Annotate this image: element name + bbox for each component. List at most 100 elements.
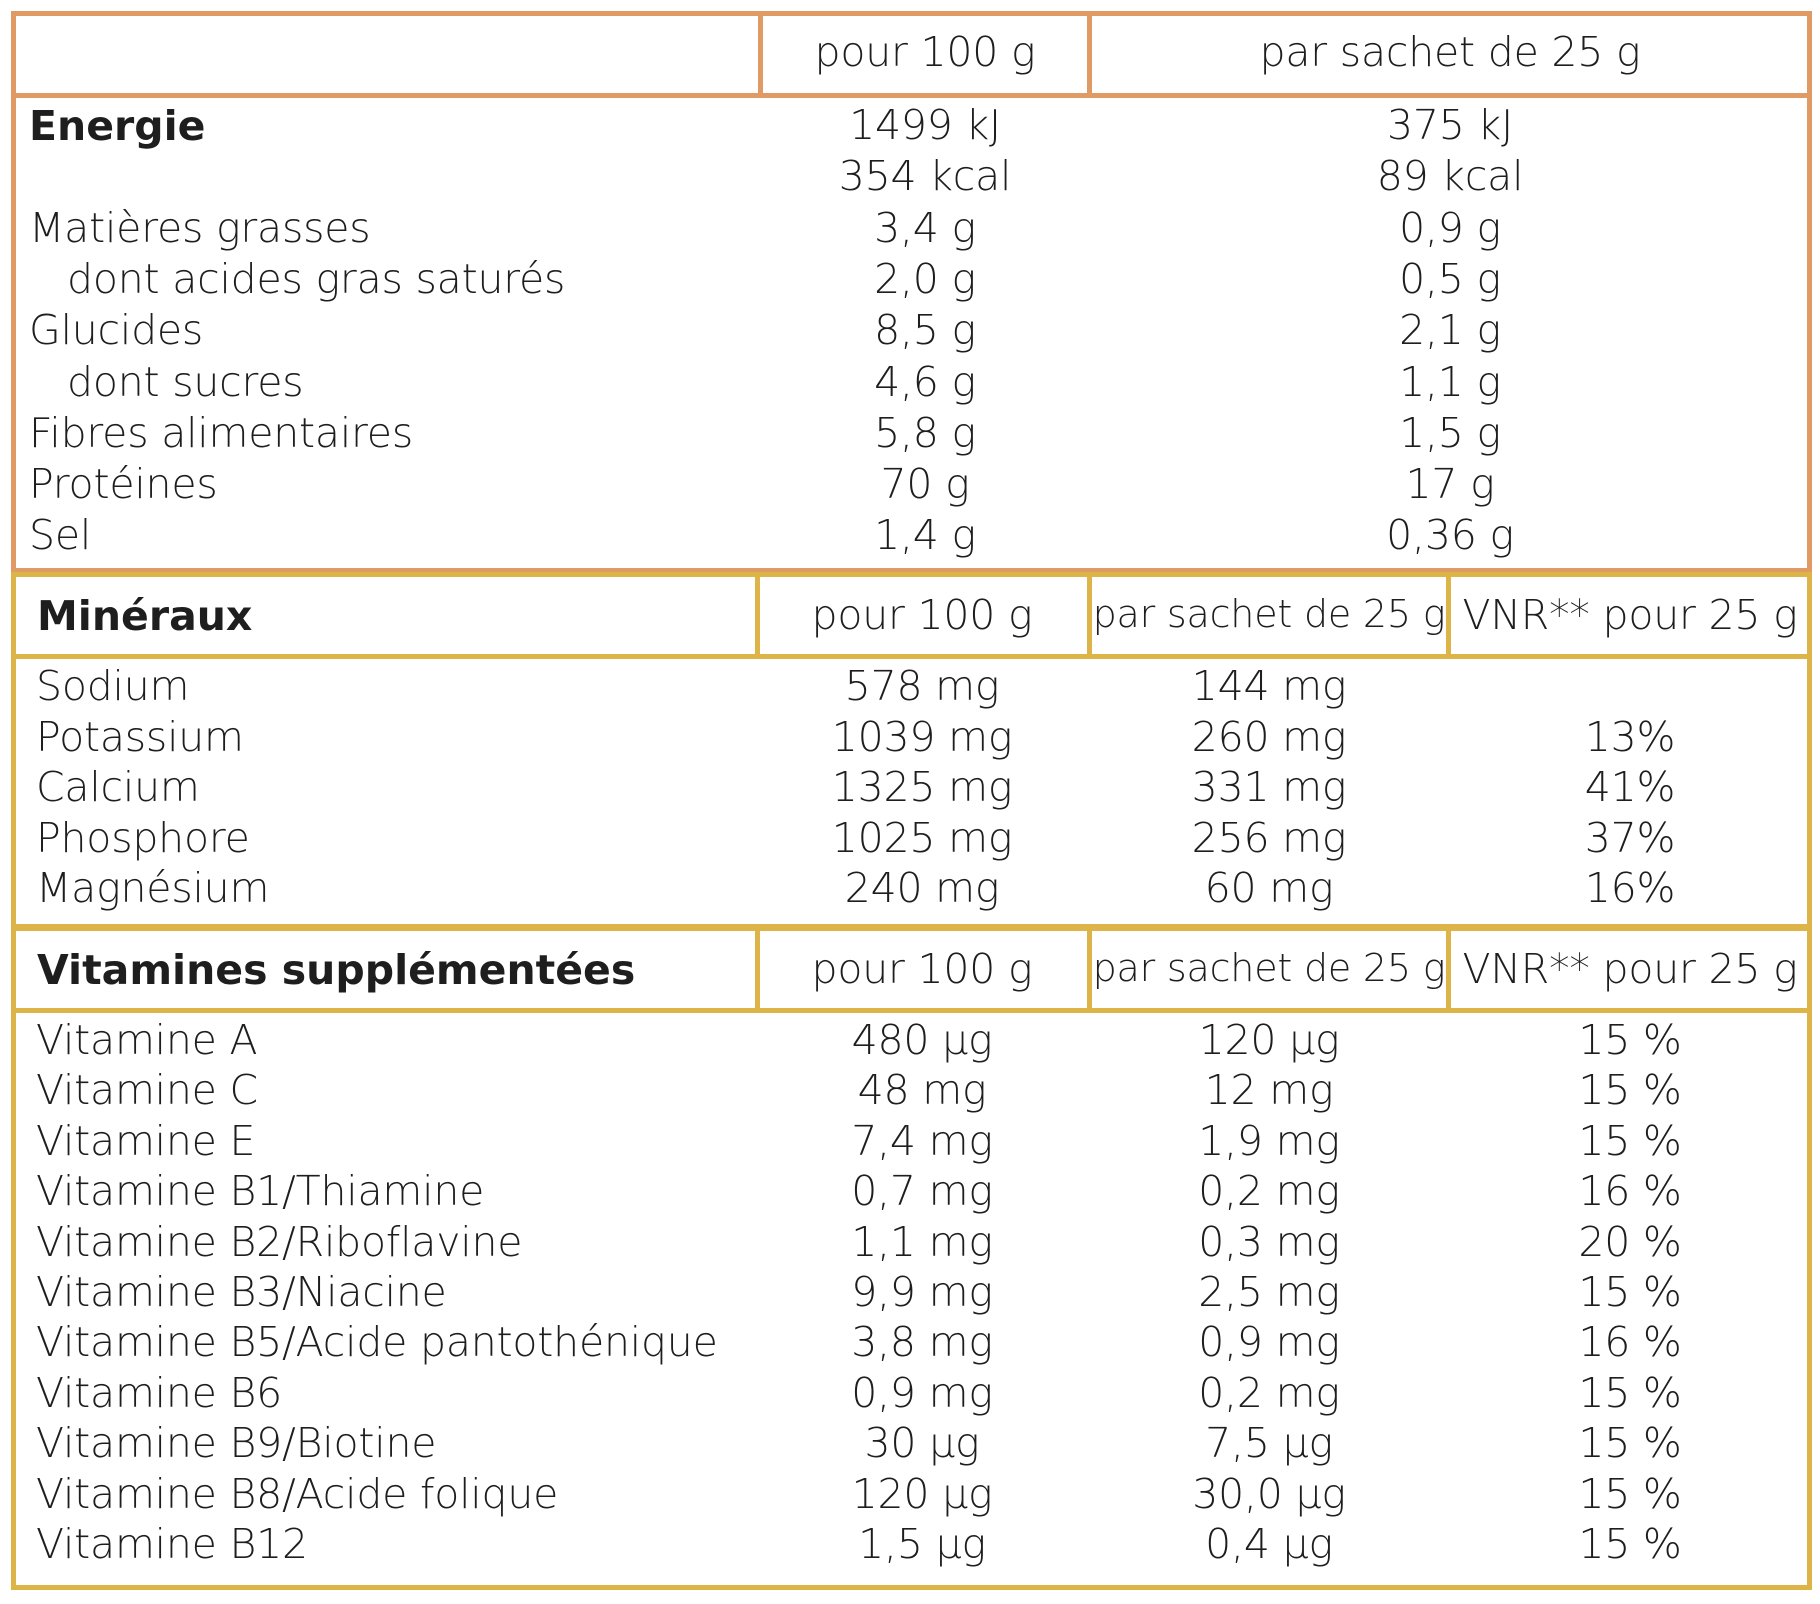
vitamins-row-per-sachet: 30,0 µg — [1192, 1470, 1346, 1518]
vitamins-row-vnr: 15 % — [1578, 1419, 1682, 1467]
vitamins-row-per-100g: 9,9 mg — [851, 1268, 993, 1316]
vitamins-row-label: Vitamine B5/Acide pantothénique — [36, 1318, 718, 1366]
nutrition-header-divider-2 — [1087, 11, 1092, 95]
nutrition-header-bottom-border — [11, 93, 1812, 98]
vitamins-row-per-sachet: 0,4 µg — [1205, 1520, 1333, 1568]
vitamins-row-label: Vitamine A — [36, 1016, 258, 1064]
minerals-row-vnr: 41% — [1584, 763, 1676, 811]
vitamins-header-bottom-border — [11, 1008, 1812, 1013]
vitamins-row-per-100g: 1,5 µg — [858, 1520, 986, 1568]
minerals-row-per-sachet: 60 mg — [1204, 864, 1334, 912]
vitamins-row-per-sachet: 0,9 mg — [1198, 1318, 1340, 1366]
vitamins-row-per-100g: 48 mg — [857, 1066, 987, 1114]
nutrition-row-label: dont acides gras saturés — [67, 255, 566, 303]
vitamins-row-per-sachet: 2,5 mg — [1198, 1268, 1340, 1316]
vitamins-row-per-sachet: 7,5 µg — [1205, 1419, 1333, 1467]
minerals-header-divider-1 — [755, 572, 760, 656]
nutrition-row-per-100g: 1,4 g — [874, 511, 976, 559]
vitamins-row-label: Vitamine B12 — [36, 1520, 308, 1568]
vitamins-header-divider-1 — [755, 926, 760, 1010]
vitamins-row-per-sachet: 0,2 mg — [1198, 1369, 1340, 1417]
nutrition-row-per-sachet: 375 kJ — [1387, 101, 1513, 149]
vitamins-row-per-sachet: 12 mg — [1204, 1066, 1334, 1114]
vitamins-row-vnr: 15 % — [1578, 1016, 1682, 1064]
minerals-row-label: Potassium — [36, 713, 244, 761]
nutrition-row-per-100g: 8,5 g — [874, 306, 976, 354]
vitamins-row-vnr: 15 % — [1578, 1470, 1682, 1518]
vitamins-row-per-sachet: 0,3 mg — [1198, 1218, 1340, 1266]
minerals-header-bottom-border — [11, 654, 1812, 659]
nutrition-table — [11, 11, 1812, 573]
nutrition-row-per-sachet: 2,1 g — [1399, 306, 1501, 354]
minerals-row-per-100g: 1325 mg — [831, 763, 1013, 811]
minerals-row-vnr: 13% — [1584, 713, 1676, 761]
vitamins-row-per-100g: 7,4 mg — [851, 1117, 993, 1165]
nutrition-row-label: Sel — [29, 511, 92, 559]
vitamins-row-per-sachet: 120 µg — [1198, 1016, 1340, 1064]
nutrition-row-per-100g: 5,8 g — [874, 409, 976, 457]
minerals-row-per-100g: 578 mg — [844, 662, 1000, 710]
nutrition-row-per-sachet: 1,1 g — [1399, 358, 1501, 406]
vitamins-row-label: Vitamine B2/Riboflavine — [36, 1218, 523, 1266]
vitamins-header-per-sachet: par sachet de 25 g — [1092, 946, 1446, 990]
minerals-title: Minéraux — [37, 592, 253, 640]
minerals-row-vnr: 16% — [1584, 864, 1676, 912]
vitamins-row-label: Vitamine B8/Acide folique — [36, 1470, 559, 1518]
nutrition-header-per-100g: pour 100 g — [814, 28, 1036, 76]
nutrition-row-per-sachet: 89 kcal — [1376, 152, 1524, 200]
vitamins-table — [11, 926, 1812, 1590]
vitamins-row-label: Vitamine B6 — [36, 1369, 283, 1417]
vitamins-row-per-100g: 3,8 mg — [851, 1318, 993, 1366]
nutrition-header-divider-1 — [758, 11, 763, 95]
minerals-header-per-sachet: par sachet de 25 g — [1092, 592, 1446, 636]
nutrition-row-per-100g: 70 g — [880, 460, 970, 508]
vitamins-row-vnr: 15 % — [1578, 1066, 1682, 1114]
minerals-row-per-100g: 1025 mg — [831, 814, 1013, 862]
vitamins-row-per-100g: 0,7 mg — [851, 1167, 993, 1215]
vitamins-header-vnr: VNR** pour 25 g — [1462, 945, 1798, 993]
minerals-row-per-sachet: 260 mg — [1191, 713, 1347, 761]
vitamins-row-vnr: 15 % — [1578, 1268, 1682, 1316]
vitamins-row-per-100g: 30 µg — [864, 1419, 980, 1467]
nutrition-row-label: Glucides — [29, 306, 204, 354]
nutrition-row-per-100g: 3,4 g — [874, 204, 976, 252]
minerals-row-label: Sodium — [36, 662, 190, 710]
vitamins-row-per-sachet: 0,2 mg — [1198, 1167, 1340, 1215]
vitamins-header-divider-2 — [1087, 926, 1092, 1010]
vitamins-row-label: Vitamine E — [36, 1117, 256, 1165]
minerals-row-label: Calcium — [36, 763, 200, 811]
minerals-header-vnr: VNR** pour 25 g — [1462, 591, 1798, 639]
minerals-row-label: Magnésium — [36, 864, 270, 912]
vitamins-row-per-100g: 120 µg — [851, 1470, 993, 1518]
nutrition-row-per-100g: 2,0 g — [874, 255, 976, 303]
nutrition-row-per-sachet: 1,5 g — [1399, 409, 1501, 457]
vitamins-header-per-100g: pour 100 g — [811, 945, 1033, 993]
minerals-row-per-sachet: 256 mg — [1191, 814, 1347, 862]
vitamins-row-vnr: 15 % — [1578, 1369, 1682, 1417]
nutrition-row-label: Protéines — [29, 460, 218, 508]
minerals-row-per-sachet: 144 mg — [1191, 662, 1347, 710]
vitamins-row-per-100g: 1,1 mg — [851, 1218, 993, 1266]
nutrition-row-label: dont sucres — [67, 358, 304, 406]
vitamins-row-vnr: 16 % — [1578, 1167, 1682, 1215]
vitamins-row-per-sachet: 1,9 mg — [1198, 1117, 1340, 1165]
vitamins-row-label: Vitamine B9/Biotine — [36, 1419, 437, 1467]
nutrition-row-per-sachet: 0,36 g — [1386, 511, 1514, 559]
nutrition-row-per-sachet: 0,5 g — [1399, 255, 1501, 303]
nutrition-row-per-100g: 354 kcal — [838, 152, 1012, 200]
nutrition-row-label: Energie — [29, 102, 206, 150]
vitamins-row-per-100g: 480 µg — [851, 1016, 993, 1064]
nutrition-row-per-100g: 4,6 g — [874, 358, 976, 406]
minerals-row-per-100g: 240 mg — [844, 864, 1000, 912]
minerals-row-per-100g: 1039 mg — [831, 713, 1013, 761]
vitamins-row-label: Vitamine B1/Thiamine — [36, 1167, 485, 1215]
minerals-header-divider-2 — [1087, 572, 1092, 656]
minerals-row-per-sachet: 331 mg — [1191, 763, 1347, 811]
vitamins-row-label: Vitamine C — [36, 1066, 258, 1114]
nutrition-row-label: Matières grasses — [29, 204, 371, 252]
nutrition-header-per-sachet: par sachet de 25 g — [1259, 28, 1641, 76]
vitamins-header-divider-3 — [1446, 926, 1451, 1010]
minerals-header-divider-3 — [1446, 572, 1451, 656]
minerals-header-per-100g: pour 100 g — [811, 591, 1033, 639]
vitamins-row-vnr: 15 % — [1578, 1117, 1682, 1165]
